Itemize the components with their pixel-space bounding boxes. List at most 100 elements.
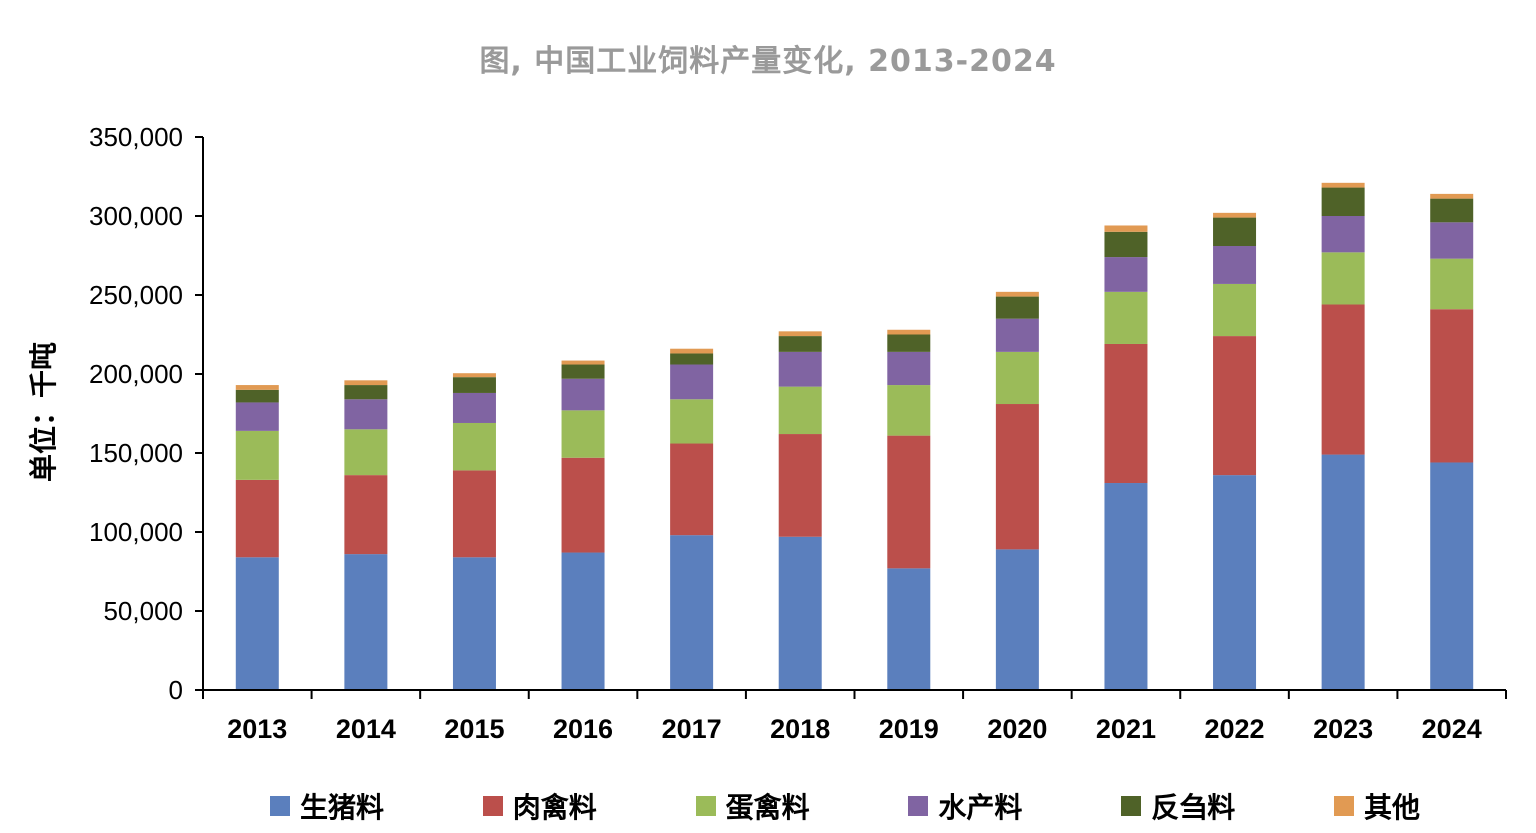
bar-segment [778,386,822,435]
x-tick-label: 2013 [227,714,287,744]
bar-segment [778,351,822,387]
bar-segment [995,291,1039,297]
x-tick-label: 2014 [336,714,396,744]
bar-segment [452,422,496,471]
x-tick-label: 2021 [1096,714,1156,744]
y-tick-label: 50,000 [103,596,183,626]
bar-segment [1213,475,1257,690]
bar-segment [1213,217,1257,247]
x-tick-label: 2022 [1205,714,1265,744]
x-tick-label: 2018 [770,714,830,744]
bar-segment [887,329,931,335]
y-tick-label: 200,000 [89,359,183,389]
chart-title: 图, 中国工业饲料产量变化, 2013-2024 [479,44,1057,79]
bar-segment [1321,304,1365,455]
bar-segment [452,373,496,378]
bar-segment [670,348,714,354]
bar-segment [670,353,714,365]
bar-segment [670,364,714,400]
bar-segment [1213,336,1257,476]
y-tick-label: 300,000 [89,201,183,231]
bar-segment [1430,222,1474,259]
bar-segment [235,385,279,390]
bar-segment [344,399,388,430]
bar-segment [452,470,496,558]
bar-segment [1321,252,1365,305]
bar-segment [887,435,931,569]
bar-segment [235,389,279,403]
legend-label: 肉禽料 [512,791,597,824]
bar-segment [887,385,931,436]
bar-segment [1104,483,1148,690]
x-tick-label: 2023 [1313,714,1373,744]
legend-label: 生猪料 [300,791,385,824]
legend-item: 其他 [1333,786,1420,826]
x-tick-label: 2016 [553,714,613,744]
bar-segment [235,402,279,431]
bar-segment [561,457,605,553]
bar-segment [1104,225,1148,232]
bar-segment [344,385,388,400]
bar-segment [235,430,279,480]
bar-segment [1321,182,1365,188]
bar-segment [887,334,931,352]
bar-segment [1430,193,1474,199]
y-tick-label: 150,000 [89,438,183,468]
bar-segment [344,429,388,476]
bar-segment [1430,258,1474,310]
y-tick-label: 350,000 [89,122,183,152]
bar-segment [1213,212,1257,218]
bar-segment [561,410,605,458]
bar-segment [344,475,388,555]
y-tick-label: 0 [169,675,183,705]
bar-segment [670,443,714,536]
legend-label: 蛋禽料 [725,791,810,824]
legend: 生猪料 肉禽料 蛋禽料 水产料 反刍料 其他 [270,784,1420,828]
x-tick-label: 2020 [987,714,1047,744]
legend-swatch [1121,796,1142,816]
bar-segment [1430,198,1474,223]
bar-segment [452,557,496,690]
stacked-bar-chart: 0 50,000 100,000 150,000 200,000 250,000 300,0… [89,122,1507,744]
bar-segment [995,296,1039,319]
bar-segment [344,554,388,690]
bar-segment [561,552,605,690]
bar-segment [995,351,1039,405]
legend-item: 生猪料 [270,786,384,826]
bar-segment [778,536,822,690]
bar-segment [1213,246,1257,284]
x-tick-label: 2019 [879,714,939,744]
bar-segment [995,404,1039,550]
legend-item: 肉禽料 [482,786,597,826]
bar-segment [778,331,822,337]
bar-segment [1104,343,1148,484]
legend-item: 水产料 [908,786,1022,826]
bar-segment [995,549,1039,690]
y-tick-label: 250,000 [89,280,183,310]
y-tick-label: 100,000 [89,517,183,547]
bar-segment [995,318,1039,352]
bar-segment [1213,283,1257,337]
bar-segment [1104,291,1148,344]
bar-segment [778,434,822,537]
bar-segment [887,351,931,386]
bar-segment [670,399,714,444]
bar-segment [1104,257,1148,292]
bar-segment [561,378,605,411]
bar-segment [452,392,496,423]
bar-segment [1321,216,1365,253]
x-tick-label: 2024 [1422,714,1482,744]
bar-segment [561,364,605,379]
legend-swatch [908,796,929,816]
legend-swatch [695,796,716,816]
bar-segment [1430,462,1474,690]
bar-segment [452,377,496,393]
bar-segment [670,535,714,690]
legend-label: 反刍料 [1151,791,1236,824]
legend-item: 反刍料 [1121,786,1235,826]
legend-swatch [482,796,503,816]
bar-segment [561,360,605,365]
legend-item: 蛋禽料 [695,786,810,826]
bar-segment [344,380,388,386]
bar-segment [1321,187,1365,216]
